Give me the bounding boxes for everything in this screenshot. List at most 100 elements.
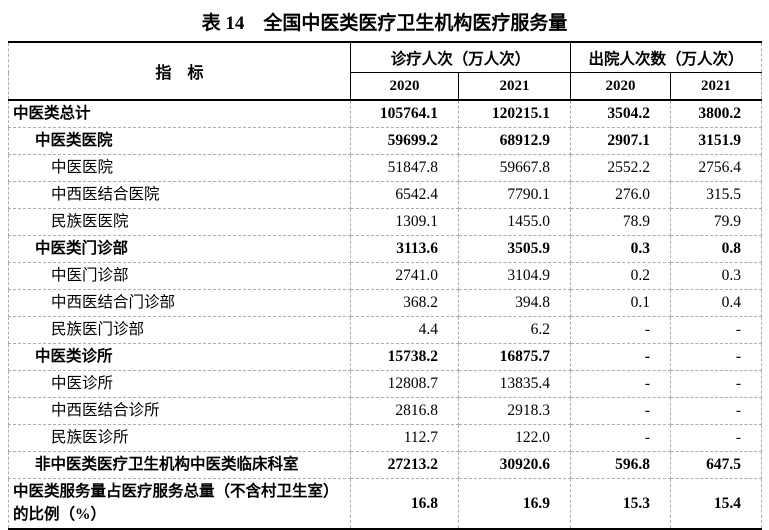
header-year-discharges-2021: 2021 bbox=[670, 72, 763, 101]
cell-value: 0.3 bbox=[570, 235, 672, 263]
cell-value: 3104.9 bbox=[457, 262, 572, 290]
cell-value: - bbox=[670, 424, 763, 452]
cell-value: 1455.0 bbox=[457, 208, 572, 236]
row-label: 中医类服务量占医疗服务总量（不含村卫生室）的比例（%） bbox=[8, 478, 351, 530]
row-label: 中医医院 bbox=[8, 154, 351, 182]
table-row: 中西医结合门诊部 368.2 394.8 0.1 0.4 bbox=[8, 289, 763, 317]
header-group-discharges: 出院人次数（万人次） bbox=[570, 41, 763, 73]
header-year-visits-2021: 2021 bbox=[457, 72, 572, 101]
cell-value: 3151.9 bbox=[670, 127, 763, 155]
row-label: 中西医结合医院 bbox=[8, 181, 351, 209]
cell-value: 78.9 bbox=[570, 208, 672, 236]
cell-value: 16.9 bbox=[457, 478, 572, 530]
table-row: 中医门诊部 2741.0 3104.9 0.2 0.3 bbox=[8, 262, 763, 290]
cell-value: 0.4 bbox=[670, 289, 763, 317]
cell-value: - bbox=[670, 343, 763, 371]
cell-value: 647.5 bbox=[670, 451, 763, 479]
table-row: 中医医院 51847.8 59667.8 2552.2 2756.4 bbox=[8, 154, 763, 182]
header-year-visits-2020: 2020 bbox=[350, 72, 459, 101]
cell-value: 16.8 bbox=[350, 478, 459, 530]
cell-value: - bbox=[670, 370, 763, 398]
cell-value: 4.4 bbox=[350, 316, 459, 344]
cell-value: 59667.8 bbox=[457, 154, 572, 182]
table-row: 中医类医院 59699.2 68912.9 2907.1 3151.9 bbox=[8, 127, 763, 155]
row-label: 非中医类医疗卫生机构中医类临床科室 bbox=[8, 451, 351, 479]
header-year-row: 2020 2021 2020 2021 bbox=[9, 72, 763, 101]
table-row: 中医类诊所 15738.2 16875.7 - - bbox=[8, 343, 763, 371]
row-label: 中医类总计 bbox=[8, 99, 351, 128]
cell-value: 16875.7 bbox=[457, 343, 572, 371]
table-row: 中医类门诊部 3113.6 3505.9 0.3 0.8 bbox=[8, 235, 763, 263]
cell-value: 2816.8 bbox=[350, 397, 459, 425]
table-row: 民族医门诊部 4.4 6.2 - - bbox=[8, 316, 763, 344]
row-label: 民族医医院 bbox=[8, 208, 351, 236]
cell-value: 15.4 bbox=[670, 478, 763, 530]
cell-value: 2756.4 bbox=[670, 154, 763, 182]
cell-value: 1309.1 bbox=[350, 208, 459, 236]
row-label: 中医类门诊部 bbox=[8, 235, 351, 263]
cell-value: - bbox=[670, 316, 763, 344]
cell-value: - bbox=[570, 424, 672, 452]
cell-value: 6542.4 bbox=[350, 181, 459, 209]
cell-value: 315.5 bbox=[670, 181, 763, 209]
table-row: 民族医诊所 112.7 122.0 - - bbox=[8, 424, 763, 452]
cell-value: 3113.6 bbox=[350, 235, 459, 263]
row-label: 中医类诊所 bbox=[8, 343, 351, 371]
cell-value: 12808.7 bbox=[350, 370, 459, 398]
header-group-row: 指 标 诊疗人次（万人次） 出院人次数（万人次） bbox=[8, 41, 763, 101]
table-row: 中医诊所 12808.7 13835.4 - - bbox=[8, 370, 763, 398]
cell-value: 120215.1 bbox=[457, 99, 572, 128]
cell-value: 68912.9 bbox=[457, 127, 572, 155]
row-label: 中西医结合门诊部 bbox=[8, 289, 351, 317]
cell-value: - bbox=[570, 343, 672, 371]
cell-value: 2552.2 bbox=[570, 154, 672, 182]
cell-value: 122.0 bbox=[457, 424, 572, 452]
table-row: 非中医类医疗卫生机构中医类临床科室 27213.2 30920.6 596.8 … bbox=[8, 451, 763, 479]
tcm-service-volume-table: 指 标 诊疗人次（万人次） 出院人次数（万人次） 2020 2021 2020 … bbox=[8, 41, 763, 530]
cell-value: - bbox=[570, 397, 672, 425]
cell-value: 6.2 bbox=[457, 316, 572, 344]
header-indicator: 指 标 bbox=[8, 41, 351, 101]
cell-value: 51847.8 bbox=[350, 154, 459, 182]
cell-value: 27213.2 bbox=[350, 451, 459, 479]
header-year-discharges-2020: 2020 bbox=[570, 72, 672, 101]
table-row: 中西医结合医院 6542.4 7790.1 276.0 315.5 bbox=[8, 181, 763, 209]
cell-value: 13835.4 bbox=[457, 370, 572, 398]
row-label: 中医门诊部 bbox=[8, 262, 351, 290]
cell-value: 7790.1 bbox=[457, 181, 572, 209]
header-group-visits: 诊疗人次（万人次） bbox=[349, 41, 572, 73]
page-title: 表 14 全国中医类医疗卫生机构医疗服务量 bbox=[201, 13, 568, 34]
cell-value: 0.3 bbox=[670, 262, 763, 290]
cell-value: 2741.0 bbox=[350, 262, 459, 290]
table-row: 民族医医院 1309.1 1455.0 78.9 79.9 bbox=[8, 208, 763, 236]
cell-value: - bbox=[570, 316, 672, 344]
cell-value: 276.0 bbox=[570, 181, 672, 209]
cell-value: 368.2 bbox=[350, 289, 459, 317]
cell-value: 3800.2 bbox=[670, 99, 763, 128]
cell-value: 596.8 bbox=[570, 451, 672, 479]
cell-value: 2907.1 bbox=[570, 127, 672, 155]
cell-value: - bbox=[670, 397, 763, 425]
cell-value: 30920.6 bbox=[457, 451, 572, 479]
cell-value: 2918.3 bbox=[457, 397, 572, 425]
cell-value: 0.2 bbox=[570, 262, 672, 290]
cell-value: 394.8 bbox=[457, 289, 572, 317]
row-label: 中西医结合诊所 bbox=[8, 397, 351, 425]
cell-value: 112.7 bbox=[350, 424, 459, 452]
table-row: 中医类总计 105764.1 120215.1 3504.2 3800.2 bbox=[8, 99, 763, 128]
cell-value: 105764.1 bbox=[350, 99, 459, 128]
cell-value: 79.9 bbox=[670, 208, 763, 236]
cell-value: 0.8 bbox=[670, 235, 763, 263]
cell-value: 59699.2 bbox=[350, 127, 459, 155]
row-label: 中医类医院 bbox=[8, 127, 351, 155]
table-row: 中医类服务量占医疗服务总量（不含村卫生室）的比例（%） 16.8 16.9 15… bbox=[8, 478, 763, 530]
table-row: 中西医结合诊所 2816.8 2918.3 - - bbox=[8, 397, 763, 425]
cell-value: 0.1 bbox=[570, 289, 672, 317]
cell-value: - bbox=[570, 370, 672, 398]
cell-value: 3505.9 bbox=[457, 235, 572, 263]
row-label: 民族医门诊部 bbox=[8, 316, 351, 344]
row-label: 民族医诊所 bbox=[8, 424, 351, 452]
cell-value: 15.3 bbox=[570, 478, 672, 530]
cell-value: 3504.2 bbox=[570, 99, 672, 128]
row-label: 中医诊所 bbox=[8, 370, 351, 398]
